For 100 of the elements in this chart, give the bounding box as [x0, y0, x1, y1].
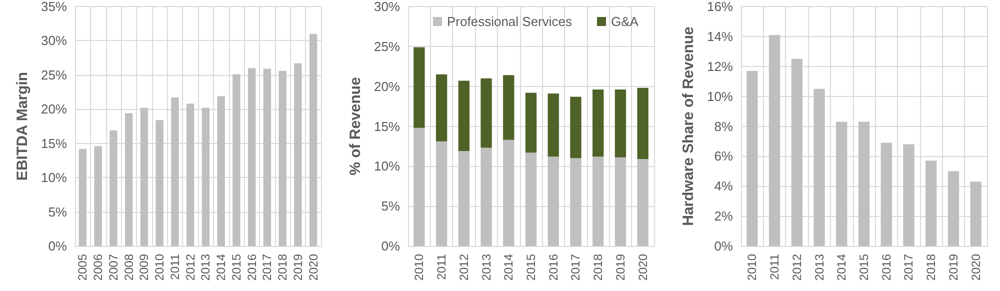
- bar: [294, 63, 302, 246]
- x-tick-label: 2012: [456, 254, 471, 281]
- y-tick-label: 15%: [374, 118, 400, 134]
- x-tick-label: 2016: [546, 254, 560, 281]
- x-tick-label: 2013: [812, 254, 826, 281]
- bar: [858, 122, 870, 246]
- bar: [278, 70, 286, 246]
- bar: [903, 144, 914, 246]
- y-tick-label: 10%: [374, 158, 400, 174]
- x-tick-label: 2010: [745, 254, 760, 281]
- x-tick-label: 2020: [636, 254, 650, 281]
- y-tick-label: 30%: [374, 0, 400, 14]
- y-tick-label: 0%: [48, 238, 68, 254]
- bar: [436, 141, 448, 246]
- y-tick-label: 35%: [40, 0, 68, 14]
- y-tick-label: 8%: [714, 118, 734, 134]
- x-tick-label: 2018: [924, 254, 938, 281]
- bar: [637, 158, 648, 246]
- legend-label: G&A: [611, 14, 639, 29]
- bar: [78, 148, 87, 246]
- bar: [458, 151, 470, 246]
- y-tick-label: 14%: [706, 28, 734, 44]
- x-tick-label: 2012: [183, 254, 198, 281]
- bar: [637, 88, 648, 159]
- x-tick-label: 2016: [879, 254, 894, 281]
- x-tick-label: 2009: [137, 254, 152, 281]
- bar: [140, 108, 148, 246]
- x-tick-label: 2018: [591, 254, 606, 281]
- bar: [970, 182, 982, 246]
- y-tick-label: 0%: [381, 238, 400, 254]
- bar: [202, 108, 210, 246]
- y-tick-label: 16%: [706, 0, 734, 14]
- y-tick-label: 4%: [714, 178, 734, 194]
- bar: [880, 142, 892, 246]
- bar: [525, 92, 537, 153]
- x-tick-label: 2007: [106, 254, 120, 281]
- y-tick-label: 10%: [706, 88, 734, 104]
- y-axis-title: Hardware Share of Revenue: [680, 26, 697, 226]
- bar: [948, 171, 960, 246]
- bar: [217, 96, 225, 246]
- bar: [124, 113, 133, 246]
- y-tick-label: 5%: [381, 198, 400, 214]
- bar: [263, 68, 272, 246]
- bar: [548, 94, 559, 157]
- bar: [186, 104, 194, 246]
- bar: [480, 78, 492, 148]
- y-tick-label: 12%: [706, 58, 734, 74]
- bar: [570, 96, 582, 158]
- bar: [414, 47, 425, 128]
- x-tick-label: 2010: [412, 254, 426, 281]
- bar: [592, 156, 604, 246]
- bar: [156, 120, 164, 246]
- bar: [436, 74, 448, 142]
- y-tick-label: 25%: [374, 38, 400, 54]
- x-tick-label: 2017: [902, 254, 916, 281]
- x-tick-label: 2018: [276, 254, 290, 281]
- y-tick-label: 0%: [714, 238, 734, 254]
- bar: [746, 70, 758, 246]
- y-tick-label: 20%: [374, 78, 400, 94]
- bar: [525, 152, 537, 246]
- y-tick-label: 2%: [714, 208, 734, 224]
- bar: [548, 156, 559, 246]
- y-tick-label: 25%: [40, 67, 68, 82]
- x-tick-label: 2017: [260, 254, 274, 281]
- x-tick-label: 2014: [834, 254, 849, 281]
- bar: [814, 88, 825, 246]
- y-tick-label: 20%: [40, 102, 68, 117]
- bar: [570, 158, 582, 246]
- x-tick-label: 2012: [790, 254, 804, 281]
- y-tick-label: 10%: [40, 170, 68, 186]
- bar: [926, 160, 937, 246]
- bar: [171, 98, 179, 246]
- x-tick-label: 2011: [768, 254, 782, 280]
- bar: [836, 122, 848, 246]
- x-tick-label: 2011: [434, 254, 449, 280]
- x-tick-label: 2015: [857, 254, 871, 281]
- bar: [614, 90, 626, 158]
- x-tick-label: 2014: [502, 254, 516, 281]
- x-tick-label: 2014: [214, 254, 228, 281]
- bar: [480, 148, 492, 246]
- x-tick-label: 2010: [152, 254, 167, 281]
- bar: [248, 68, 256, 246]
- y-tick-label: 5%: [48, 204, 68, 220]
- x-tick-label: 2016: [244, 254, 259, 281]
- x-tick-label: 2020: [306, 254, 320, 281]
- bar: [592, 90, 604, 157]
- x-tick-label: 2020: [968, 254, 983, 281]
- bar: [503, 140, 514, 246]
- bar: [614, 157, 626, 246]
- x-tick-label: 2006: [91, 254, 106, 281]
- bar: [232, 74, 240, 246]
- bar: [94, 146, 102, 246]
- y-tick-label: 6%: [714, 148, 734, 164]
- bar: [110, 130, 118, 246]
- x-tick-label: 2015: [524, 254, 538, 281]
- bar: [414, 128, 425, 246]
- x-tick-label: 2015: [229, 254, 244, 281]
- x-tick-label: 2019: [946, 254, 960, 281]
- x-tick-label: 2008: [122, 254, 136, 281]
- bar: [503, 75, 514, 140]
